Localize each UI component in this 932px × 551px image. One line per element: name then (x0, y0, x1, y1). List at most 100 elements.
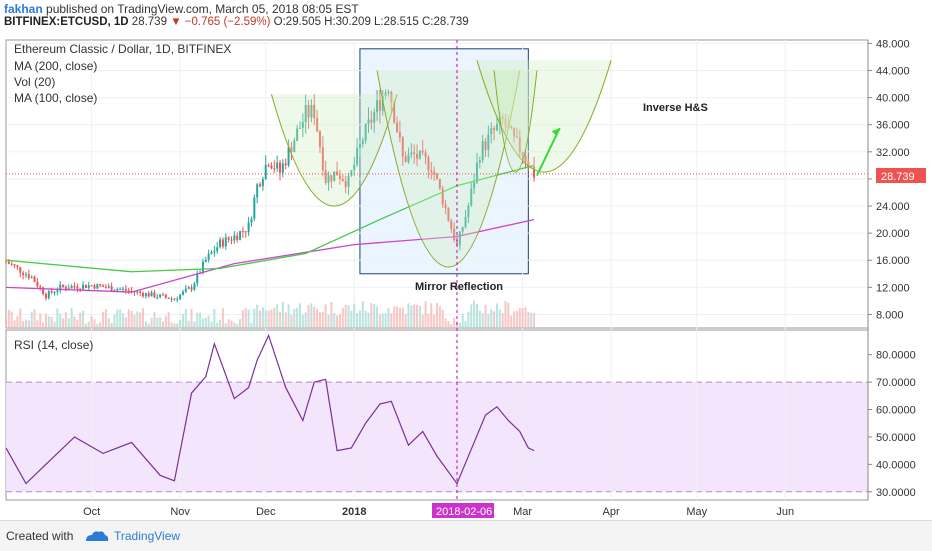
candle-body (196, 273, 199, 284)
candle-body (93, 285, 96, 289)
volume-bar (481, 313, 484, 328)
volume-bar (239, 319, 242, 328)
candle-body (344, 180, 347, 187)
volume-bar (170, 322, 173, 328)
volume-bar (136, 311, 139, 328)
volume-bar (298, 303, 301, 328)
volume-bar (287, 304, 290, 328)
volume-bar (276, 304, 279, 328)
rsi-tick-label: 80.0000 (876, 350, 916, 362)
volume-bar (82, 310, 85, 328)
volume-bar (518, 308, 521, 328)
candle-body (276, 162, 279, 169)
candle-body (230, 239, 233, 241)
right-shoulder-curve (476, 60, 612, 173)
time-tick-label: Apr (603, 506, 620, 518)
candle-body (59, 284, 62, 291)
candle-body (475, 162, 478, 183)
candle-body (147, 293, 150, 297)
volume-bar (196, 312, 199, 328)
volume-bar (156, 317, 159, 328)
volume-bar (19, 308, 22, 328)
volume-bar (116, 309, 119, 328)
volume-bar (513, 311, 516, 328)
down-arrow-icon: ▼ (170, 16, 182, 28)
candle-body (361, 140, 364, 144)
candle-body (473, 182, 476, 189)
candle-body (341, 178, 344, 181)
rsi-tick-label: 40.0000 (876, 459, 916, 471)
volume-bar (124, 317, 127, 328)
candle-body (407, 154, 410, 162)
volume-bar (533, 313, 536, 328)
candle-body (70, 286, 73, 289)
publish-info: published on TradingView.com, March 05, … (46, 2, 359, 16)
volume-bar (284, 312, 287, 328)
volume-bar (73, 316, 76, 328)
candle-body (490, 128, 493, 135)
volume-bar (490, 309, 493, 328)
volume-bar (458, 322, 461, 328)
volume-bar (153, 312, 156, 328)
volume-bar (164, 315, 167, 328)
volume-bar (70, 308, 73, 328)
volume-bar (307, 304, 310, 328)
candle-body (153, 292, 156, 298)
candle-body (216, 247, 219, 252)
candle-body (347, 175, 350, 187)
volume-bar (521, 308, 524, 328)
volume-bar (404, 314, 407, 328)
volume-bar (424, 301, 427, 328)
candle-body (87, 285, 90, 288)
candle-body (453, 228, 456, 241)
volume-bar (79, 312, 82, 328)
volume-bar (250, 322, 253, 328)
volume-bar (378, 314, 381, 328)
tradingview-link[interactable]: TradingView (114, 529, 181, 543)
volume-bar (376, 306, 379, 328)
candle-body (444, 204, 447, 209)
volume-bar (367, 312, 370, 328)
chart-area[interactable]: 48.00044.00040.00036.00032.00028.00024.0… (0, 0, 932, 520)
volume-bar (407, 303, 410, 328)
candle-body (22, 272, 25, 275)
candle-body (10, 263, 13, 265)
candle-body (156, 297, 159, 299)
volume-bar (236, 323, 239, 328)
candle-body (481, 141, 484, 161)
volume-bar (501, 313, 504, 328)
volume-bar (384, 313, 387, 328)
candle-body (47, 291, 50, 299)
candle-body (513, 127, 516, 137)
volume-bar (296, 308, 299, 328)
candle-body (467, 205, 470, 218)
volume-bar (227, 319, 230, 328)
candle-body (484, 141, 487, 150)
candle-body (82, 284, 85, 290)
price-tick-label: 8.000 (876, 309, 904, 321)
mirror-reflection-label: Mirror Reflection (415, 281, 503, 293)
candle-body (393, 102, 396, 123)
volume-bar (430, 303, 433, 328)
volume-bar (219, 320, 222, 328)
candle-body (433, 171, 436, 175)
legend-ma100: MA (100, close) (14, 91, 97, 105)
candle-body (127, 290, 130, 292)
volume-bar (233, 322, 236, 328)
volume-bar (241, 310, 244, 328)
candle-body (213, 251, 216, 253)
volume-bar (273, 307, 276, 328)
candle-body (350, 170, 353, 176)
volume-bar (504, 300, 507, 328)
candle-body (290, 146, 293, 153)
candle-body (36, 281, 39, 287)
author-link[interactable]: fakhan (4, 2, 43, 16)
candle-body (33, 276, 36, 282)
volume-bar (416, 304, 419, 328)
candle-body (518, 136, 521, 153)
candle-body (527, 161, 530, 168)
candle-body (42, 287, 45, 295)
candle-body (50, 291, 53, 293)
date-highlight-tag (432, 503, 494, 518)
candle-body (333, 171, 336, 182)
